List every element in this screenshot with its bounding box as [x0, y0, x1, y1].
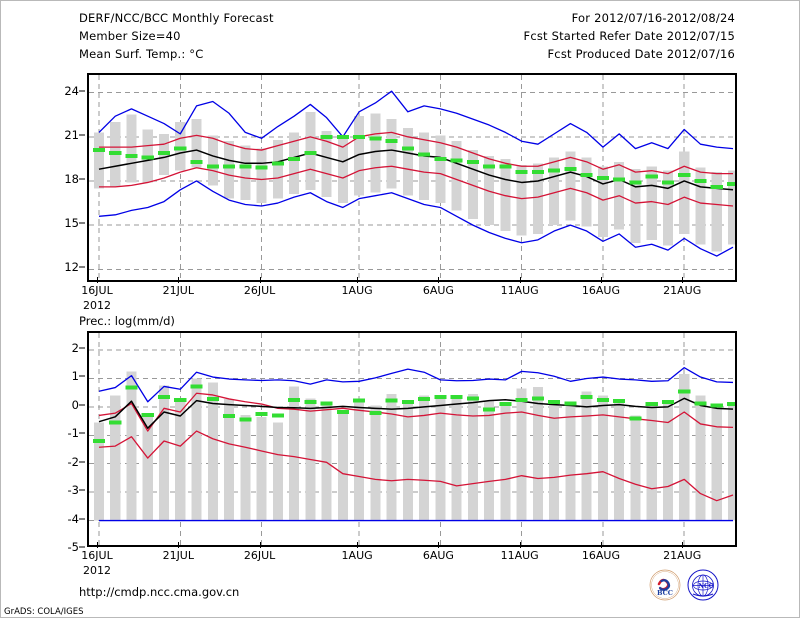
y-axis-tick-label: 24: [64, 83, 79, 98]
x-axis-year-label: 2012: [83, 299, 111, 312]
x-axis-tick-mark: [519, 277, 521, 283]
x-axis-tick-label: 1AUG: [341, 549, 373, 562]
x-axis-tick-label: 11AUG: [500, 284, 539, 297]
x-axis-tick-label: 21AUG: [663, 284, 702, 297]
y-axis-tick-label: 15: [64, 216, 79, 231]
y-axis-tick-label: -5: [67, 540, 79, 554]
y-axis-tick-label: -2: [67, 454, 79, 469]
y-axis-tick-mark: [79, 518, 85, 520]
x-axis-tick-mark: [682, 277, 684, 283]
x-axis-tick-label: 1AUG: [341, 284, 373, 297]
y-axis-tick-label: -4: [67, 511, 79, 526]
x-axis-tick-label: 6AUG: [422, 284, 454, 297]
x-axis-tick-mark: [357, 542, 359, 548]
grads-credit: GrADS: COLA/IGES: [4, 607, 84, 617]
forecast-produced-date-label: Fcst Produced Date 2012/07/16: [547, 47, 735, 61]
svg-text:NCC: NCC: [698, 583, 713, 590]
precipitation-plot-svg: [89, 333, 735, 545]
x-axis-tick-label: 16JUL: [81, 284, 113, 297]
temperature-y-axis: 24 21 18 15 12: [41, 73, 85, 282]
x-axis-tick-mark: [97, 277, 98, 283]
bcc-logo-icon: BCC: [649, 569, 681, 601]
y-axis-tick-label: 1: [71, 369, 79, 384]
x-axis-tick-mark: [600, 277, 602, 283]
precipitation-y-axis: 2 1 0 -1 -2 -3 -4 -5: [41, 331, 85, 554]
page-title: DERF/NCC/BCC Monthly Forecast: [79, 11, 274, 25]
precipitation-plot-area: [87, 331, 737, 547]
y-axis-tick-mark: [79, 134, 85, 136]
y-axis-tick-mark: [79, 90, 85, 92]
x-axis-tick-label: 21JUL: [162, 284, 194, 297]
x-axis-tick-mark: [259, 542, 261, 548]
temperature-x-axis: 16JUL 21JUL 26JUL 1AUG 6AUG 11AUG 16AUG 21AUG 20…: [81, 277, 737, 314]
x-axis-year-label: 2012: [83, 564, 111, 577]
x-axis-tick-mark: [682, 542, 684, 548]
y-axis-tick-mark: [79, 432, 85, 434]
ncc-logo-icon: NCC: [687, 569, 719, 601]
temperature-panel-label: Mean Surf. Temp.: °C: [79, 47, 204, 61]
y-axis-tick-label: 2: [71, 341, 79, 356]
x-axis-tick-mark: [178, 542, 180, 548]
member-size-label: Member Size=40: [79, 29, 181, 43]
x-axis-tick-mark: [600, 542, 602, 548]
x-axis-tick-mark: [178, 277, 180, 283]
precipitation-panel-label: Prec.: log(mm/d): [79, 314, 175, 328]
x-axis-tick-label: 6AUG: [422, 549, 454, 562]
x-axis-tick-mark: [438, 542, 440, 548]
website-url[interactable]: http://cmdp.ncc.cma.gov.cn: [79, 585, 240, 599]
precipitation-x-axis: 16JUL 21JUL 26JUL 1AUG 6AUG 11AUG 16AUG 21AUG 20…: [81, 542, 737, 579]
y-axis-tick-mark: [79, 404, 85, 406]
y-axis-tick-label: 21: [64, 127, 79, 142]
forecast-range-label: For 2012/07/16-2012/08/24: [571, 11, 735, 25]
temperature-plot-svg: [89, 75, 735, 280]
temperature-plot-area: [87, 73, 737, 282]
y-axis-tick-mark: [79, 546, 85, 548]
x-axis-tick-mark: [259, 277, 261, 283]
x-axis-tick-label: 21JUL: [162, 549, 194, 562]
y-axis-tick-mark: [79, 347, 85, 349]
forecast-started-date-label: Fcst Started Refer Date 2012/07/15: [523, 29, 735, 43]
x-axis-tick-label: 21AUG: [663, 549, 702, 562]
x-axis-tick-label: 26JUL: [243, 284, 276, 297]
x-axis-tick-label: 16JUL: [81, 549, 113, 562]
y-axis-tick-label: 12: [64, 260, 79, 275]
x-axis-tick-mark: [357, 277, 359, 283]
y-axis-tick-mark: [79, 489, 85, 491]
y-axis-tick-mark: [79, 178, 85, 180]
y-axis-tick-label: -1: [67, 426, 79, 441]
y-axis-tick-label: -3: [67, 483, 79, 498]
y-axis-tick-label: 0: [71, 397, 79, 412]
x-axis-tick-mark: [438, 277, 440, 283]
svg-text:BCC: BCC: [657, 589, 673, 597]
x-axis-tick-mark: [519, 542, 521, 548]
y-axis-tick-mark: [79, 461, 85, 463]
y-axis-tick-mark: [79, 222, 85, 224]
x-axis-tick-mark: [97, 542, 98, 548]
x-axis-tick-label: 26JUL: [243, 549, 276, 562]
x-axis-tick-label: 16AUG: [581, 284, 620, 297]
x-axis-tick-label: 11AUG: [500, 549, 539, 562]
y-axis-tick-label: 18: [64, 171, 79, 186]
y-axis-tick-mark: [79, 375, 85, 377]
x-axis-tick-label: 16AUG: [581, 549, 620, 562]
y-axis-tick-mark: [79, 266, 85, 268]
